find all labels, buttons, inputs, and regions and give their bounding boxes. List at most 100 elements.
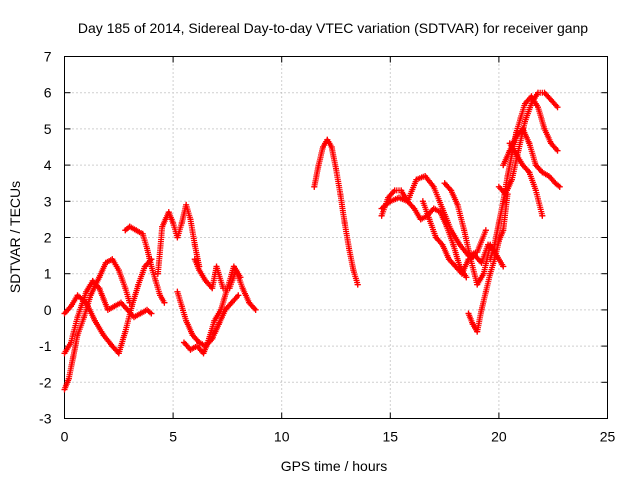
data-point <box>469 321 476 328</box>
data-point <box>128 303 135 310</box>
data-point <box>482 288 489 295</box>
data-point <box>458 270 465 277</box>
x-tick-label: 10 <box>274 429 290 445</box>
data-point <box>482 227 489 234</box>
data-point <box>117 299 124 306</box>
data-point <box>74 332 81 339</box>
data-point <box>465 310 472 317</box>
data-point <box>430 183 437 190</box>
series-track-2 <box>61 277 155 357</box>
data-point <box>354 281 361 288</box>
series-track-14 <box>465 191 511 335</box>
series-track-3 <box>61 256 155 357</box>
data-point <box>454 201 461 208</box>
data-point <box>191 241 198 248</box>
data-point <box>495 183 502 190</box>
data-point <box>463 274 470 281</box>
series-track-9 <box>311 136 361 288</box>
data-point <box>122 328 129 335</box>
data-point <box>452 263 459 270</box>
data-point <box>495 220 502 227</box>
data-point <box>135 281 142 288</box>
data-point <box>554 147 561 154</box>
data-point <box>115 267 122 274</box>
data-point <box>341 220 348 227</box>
data-point <box>213 263 220 270</box>
data-point <box>506 140 513 147</box>
data-point <box>141 263 148 270</box>
data-point <box>96 285 103 292</box>
data-point <box>450 241 457 248</box>
data-point <box>159 223 166 230</box>
data-point <box>122 227 129 234</box>
data-point <box>519 162 526 169</box>
series-track-18 <box>506 140 546 219</box>
data-point <box>539 212 546 219</box>
data-point <box>337 191 344 198</box>
series-track-8 <box>180 263 244 357</box>
data-point <box>417 216 424 223</box>
data-point <box>137 310 144 317</box>
data-point <box>539 169 546 176</box>
data-point <box>426 216 433 223</box>
data-point <box>237 274 244 281</box>
data-point <box>252 306 259 313</box>
data-point <box>467 256 474 263</box>
data-point <box>526 140 533 147</box>
data-point <box>89 277 96 284</box>
data-point <box>487 270 494 277</box>
data-point <box>500 263 507 270</box>
data-point <box>552 180 559 187</box>
data-point <box>148 263 155 270</box>
data-point <box>224 285 231 292</box>
data-point <box>83 288 90 295</box>
x-tick-label: 20 <box>491 429 507 445</box>
data-point <box>174 288 181 295</box>
data-point <box>333 165 339 172</box>
data-point <box>378 205 385 212</box>
data-point <box>61 350 68 357</box>
y-tick-labels: -3 -2 -1 0 1 2 3 4 5 6 7 <box>39 49 52 427</box>
data-point <box>513 151 520 158</box>
data-point <box>430 205 437 212</box>
data-point <box>111 303 118 310</box>
data-point <box>193 343 200 350</box>
data-point <box>324 136 331 143</box>
data-point <box>391 187 398 194</box>
x-axis-label: GPS time / hours <box>281 458 388 474</box>
y-tick-label: 4 <box>44 157 52 173</box>
data-point <box>532 162 539 169</box>
data-point <box>74 314 81 321</box>
y-tick-label: 7 <box>44 49 52 65</box>
data-point <box>81 314 88 321</box>
data-point <box>504 172 511 179</box>
data-point <box>87 292 94 299</box>
y-tick-label: -3 <box>39 411 52 427</box>
data-point <box>239 285 246 292</box>
data-point <box>187 216 194 223</box>
data-point <box>422 172 429 179</box>
data-point <box>122 285 129 292</box>
data-point <box>472 252 479 259</box>
data-point <box>448 227 455 234</box>
data-point <box>100 296 107 303</box>
y-tick-label: 1 <box>44 266 52 282</box>
data-point <box>521 100 528 107</box>
y-tick-label: -1 <box>39 338 52 354</box>
data-point <box>170 220 177 227</box>
data-point <box>487 256 494 263</box>
y-tick-label: 3 <box>44 193 52 209</box>
data-point <box>545 172 552 179</box>
data-point <box>209 285 216 292</box>
data-point <box>178 303 185 310</box>
data-point <box>246 299 253 306</box>
data-point <box>61 310 68 317</box>
data-point <box>432 234 439 241</box>
data-point <box>328 144 335 150</box>
data-point <box>61 386 68 393</box>
data-point <box>133 227 140 234</box>
data-point <box>398 187 405 194</box>
data-point <box>217 306 224 313</box>
y-tick-label: 2 <box>44 230 52 246</box>
